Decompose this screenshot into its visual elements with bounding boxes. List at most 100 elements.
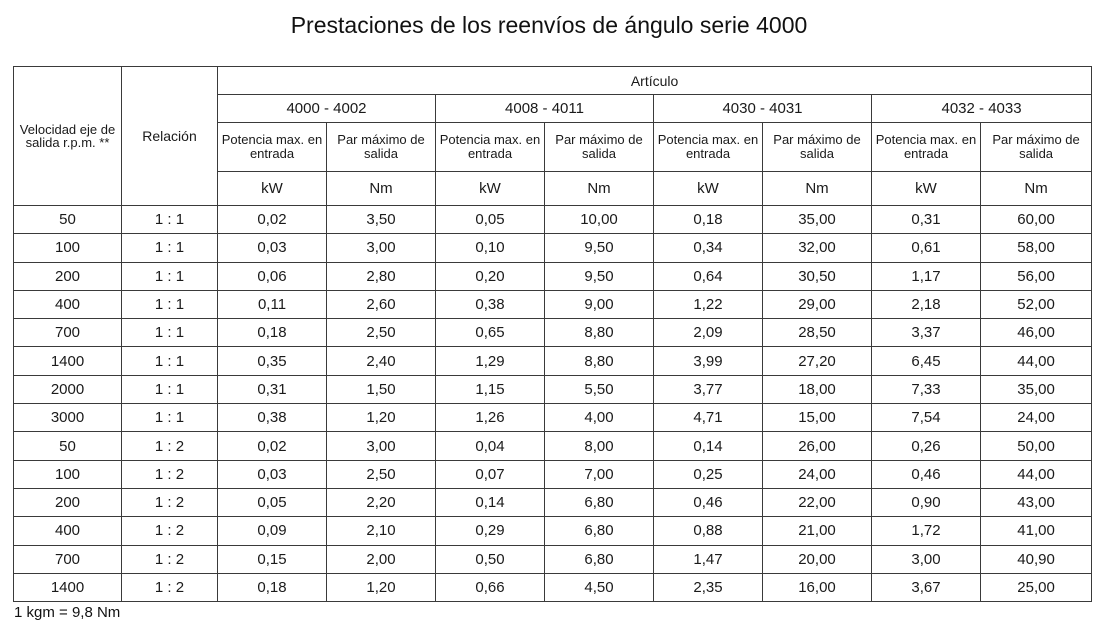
cell-potencia: 2,35 [653, 572, 763, 603]
cell-potencia: 3,67 [871, 572, 981, 603]
cell-par: 5,50 [544, 374, 654, 405]
cell-relacion: 1 : 2 [121, 459, 218, 489]
cell-par: 21,00 [762, 516, 872, 546]
cell-potencia: 1,22 [653, 289, 763, 320]
page-title: Prestaciones de los reenvíos de ángulo s… [290, 12, 808, 38]
header-unit-kw: kW [871, 171, 981, 206]
cell-par: 44,00 [979, 346, 1093, 376]
cell-par: 25,00 [979, 572, 1093, 603]
cell-par: 2,50 [326, 318, 436, 348]
cell-potencia: 0,05 [435, 204, 545, 235]
table-row: 700 1 : 2 0,15 2,00 0,50 6,80 1,47 20,00 3,00 40,… [13, 544, 1093, 574]
cell-potencia: 0,18 [217, 318, 327, 348]
cell-potencia: 0,18 [653, 204, 763, 235]
table-row: 2000 1 : 1 0,31 1,50 1,15 5,50 3,77 18,00 7,33 35… [13, 374, 1093, 405]
cell-potencia: 3,00 [871, 544, 981, 574]
cell-par: 1,20 [326, 572, 436, 603]
cell-par: 9,50 [544, 233, 654, 263]
cell-par: 2,40 [326, 346, 436, 376]
cell-potencia: 0,50 [435, 544, 545, 574]
cell-potencia: 0,25 [653, 459, 763, 489]
table-body: 50 1 : 1 0,02 3,50 0,05 10,00 0,18 35,00 0,31 60,… [13, 204, 1093, 603]
cell-velocidad: 400 [13, 516, 122, 546]
header-group: 4008 - 4011 [435, 94, 654, 123]
cell-potencia: 2,09 [653, 318, 763, 348]
cell-potencia: 0,06 [217, 261, 327, 291]
cell-par: 26,00 [762, 431, 872, 461]
cell-potencia: 0,03 [217, 459, 327, 489]
cell-potencia: 0,26 [871, 431, 981, 461]
cell-par: 24,00 [762, 459, 872, 489]
cell-par: 2,50 [326, 459, 436, 489]
cell-par: 35,00 [762, 204, 872, 235]
header-unit-nm: Nm [326, 171, 436, 206]
cell-potencia: 0,66 [435, 572, 545, 603]
cell-relacion: 1 : 1 [121, 346, 218, 376]
cell-par: 32,00 [762, 233, 872, 263]
header-unit-kw: kW [217, 171, 327, 206]
cell-velocidad: 700 [13, 318, 122, 348]
header-unit-nm: Nm [979, 171, 1093, 206]
cell-par: 2,80 [326, 261, 436, 291]
cell-potencia: 0,11 [217, 289, 327, 320]
cell-par: 20,00 [762, 544, 872, 574]
cell-potencia: 4,71 [653, 403, 763, 433]
cell-relacion: 1 : 1 [121, 318, 218, 348]
cell-par: 4,50 [544, 572, 654, 603]
cell-par: 28,50 [762, 318, 872, 348]
cell-par: 22,00 [762, 487, 872, 518]
cell-potencia: 0,64 [653, 261, 763, 291]
cell-par: 2,20 [326, 487, 436, 518]
table-row: 50 1 : 1 0,02 3,50 0,05 10,00 0,18 35,00 0,31 60,… [13, 204, 1093, 235]
header-relacion: Relación [121, 66, 218, 206]
header-potencia: Potencia max. en entrada [871, 122, 981, 172]
cell-par: 9,50 [544, 261, 654, 291]
cell-par: 8,80 [544, 318, 654, 348]
cell-par: 4,00 [544, 403, 654, 433]
cell-potencia: 3,37 [871, 318, 981, 348]
table-row: 3000 1 : 1 0,38 1,20 1,26 4,00 4,71 15,00 7,54 24… [13, 403, 1093, 433]
cell-velocidad: 200 [13, 487, 122, 518]
cell-par: 50,00 [979, 431, 1093, 461]
header-par: Par máximo de salida [979, 122, 1093, 172]
cell-potencia: 1,15 [435, 374, 545, 405]
table-row: 1400 1 : 1 0,35 2,40 1,29 8,80 3,99 27,20 6,45 44… [13, 346, 1093, 376]
header-group: 4030 - 4031 [653, 94, 872, 123]
table-row: 200 1 : 2 0,05 2,20 0,14 6,80 0,46 22,00 0,90 43,… [13, 487, 1093, 518]
header-par: Par máximo de salida [762, 122, 872, 172]
cell-potencia: 1,26 [435, 403, 545, 433]
cell-par: 10,00 [544, 204, 654, 235]
table-row: 400 1 : 2 0,09 2,10 0,29 6,80 0,88 21,00 1,72 41,… [13, 516, 1093, 546]
cell-potencia: 0,18 [217, 572, 327, 603]
footnote: 1 kgm = 9,8 Nm [14, 604, 121, 621]
header-articulo: Artículo [216, 66, 1093, 95]
header-unit-kw: kW [653, 171, 763, 206]
table-row: 1400 1 : 2 0,18 1,20 0,66 4,50 2,35 16,00 3,67 25… [13, 572, 1093, 603]
performance-table: Velocidad eje de salida r.p.m. ** Relaci… [13, 66, 1093, 603]
header-group: 4032 - 4033 [870, 94, 1093, 123]
cell-par: 30,50 [762, 261, 872, 291]
cell-par: 24,00 [979, 403, 1093, 433]
cell-potencia: 1,47 [653, 544, 763, 574]
cell-par: 29,00 [762, 289, 872, 320]
cell-relacion: 1 : 1 [121, 403, 218, 433]
cell-par: 2,10 [326, 516, 436, 546]
cell-par: 3,00 [326, 233, 436, 263]
cell-par: 52,00 [979, 289, 1093, 320]
cell-potencia: 0,46 [871, 459, 981, 489]
cell-potencia: 3,99 [653, 346, 763, 376]
header-unit-nm: Nm [544, 171, 654, 206]
cell-potencia: 0,31 [871, 204, 981, 235]
cell-potencia: 6,45 [871, 346, 981, 376]
cell-par: 46,00 [979, 318, 1093, 348]
cell-potencia: 0,46 [653, 487, 763, 518]
cell-relacion: 1 : 2 [121, 516, 218, 546]
cell-potencia: 0,14 [435, 487, 545, 518]
cell-par: 56,00 [979, 261, 1093, 291]
cell-potencia: 0,05 [217, 487, 327, 518]
cell-potencia: 0,31 [217, 374, 327, 405]
cell-potencia: 0,35 [217, 346, 327, 376]
cell-potencia: 1,29 [435, 346, 545, 376]
cell-potencia: 1,72 [871, 516, 981, 546]
cell-par: 27,20 [762, 346, 872, 376]
